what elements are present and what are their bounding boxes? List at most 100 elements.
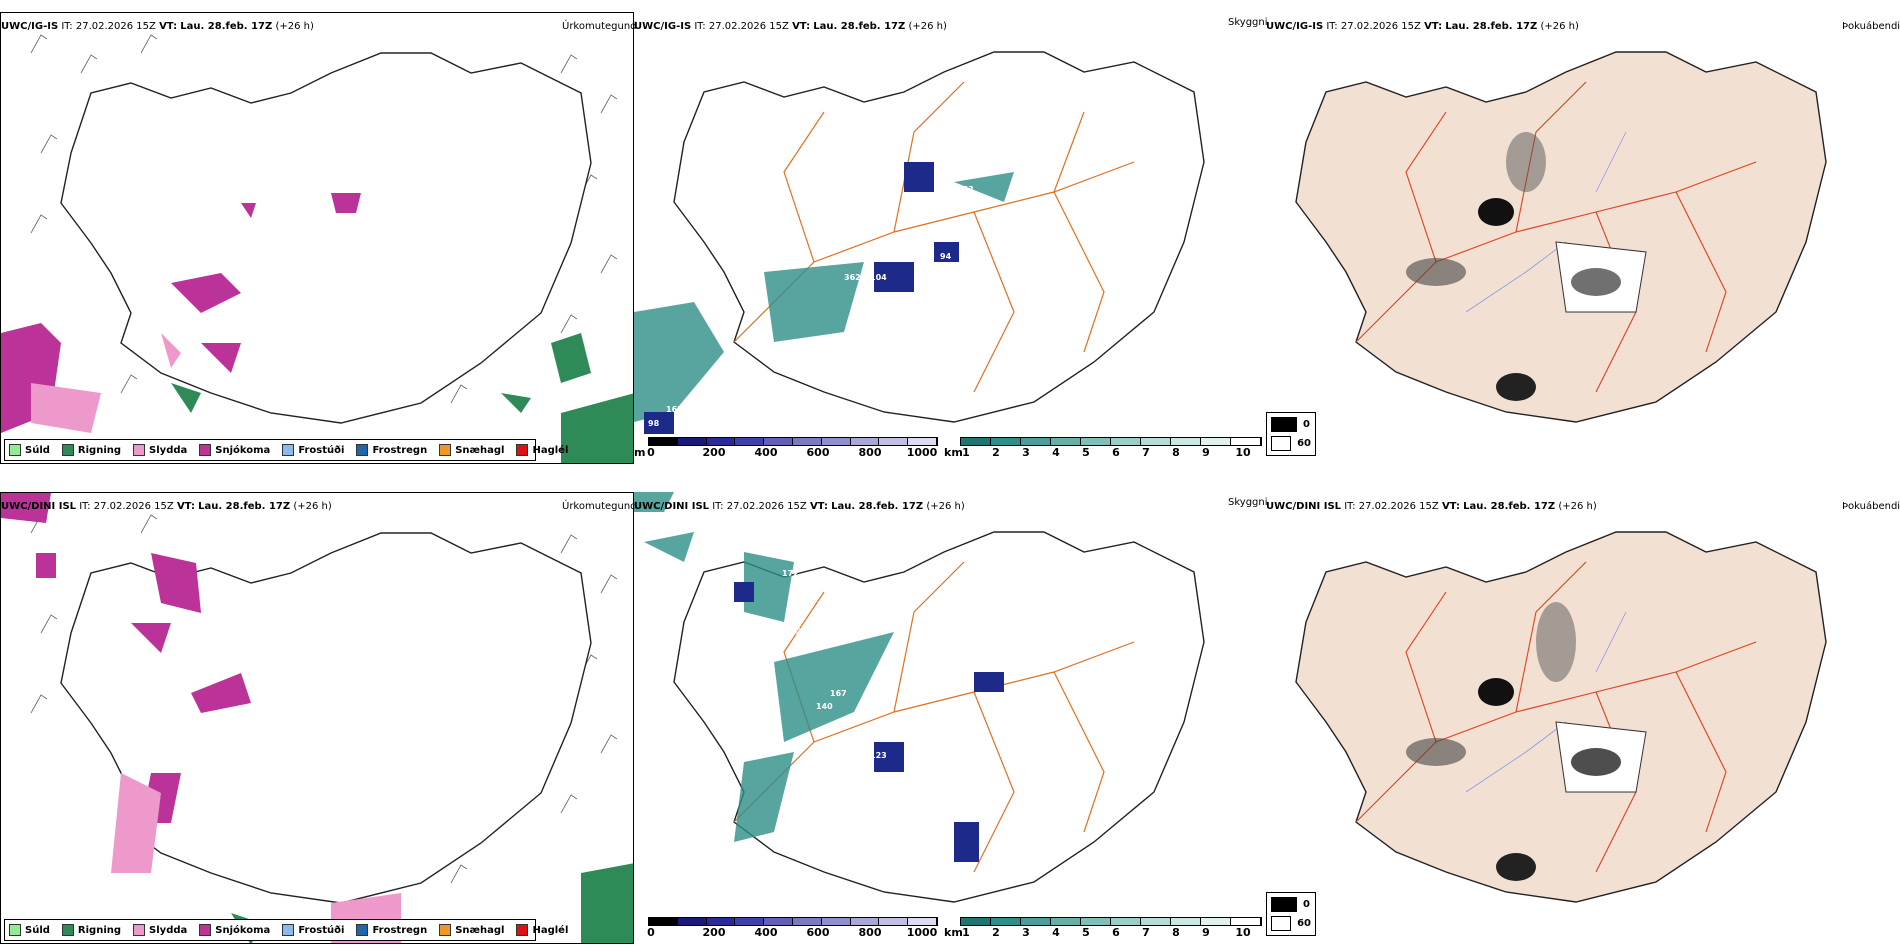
fog-panel-row1 bbox=[1266, 12, 1900, 464]
precip-type-panel-row1: Súld Rigning Slydda Snjókoma Frostúði Fr… bbox=[0, 12, 634, 464]
tick-label: 7 bbox=[1142, 446, 1150, 459]
legend-swatch bbox=[439, 444, 452, 456]
legend-label: Slydda bbox=[149, 444, 188, 456]
legend-label: Snæhagl bbox=[455, 924, 505, 936]
ceiling-label: 34 bbox=[806, 875, 818, 884]
fog-legend: 0 60 bbox=[1266, 412, 1316, 456]
legend-swatch bbox=[61, 924, 74, 936]
legend-item-frostudi: Frostúði bbox=[282, 444, 344, 456]
legend-swatch bbox=[282, 924, 295, 936]
tick-label: 2 bbox=[992, 926, 1000, 939]
legend-swatch bbox=[356, 924, 369, 936]
legend-swatch bbox=[199, 924, 212, 936]
cloud-ceiling-map: 24 153 94 362 104 80 385 71 98 163 bbox=[634, 51, 1205, 434]
visibility-colorbar-ticks: 1 2 3 4 5 6 7 8 9 10 bbox=[960, 446, 1262, 459]
ceiling-label: 123 bbox=[870, 751, 887, 760]
legend-swatch bbox=[516, 444, 529, 456]
fog-legend-item: 60 bbox=[1271, 436, 1311, 451]
legend-swatch bbox=[9, 444, 21, 456]
legend-label: Súld bbox=[25, 444, 50, 456]
panel-type-label: Þokuábendi bbox=[1842, 21, 1900, 32]
ceiling-label: 163 bbox=[666, 405, 683, 414]
tick-label: 200 bbox=[702, 926, 726, 939]
ceiling-label: 104 bbox=[870, 273, 887, 282]
legend-label: Frostúði bbox=[298, 444, 345, 456]
legend-label: Frostregn bbox=[372, 444, 428, 456]
legend-label: Snjókoma bbox=[215, 924, 271, 936]
legend-swatch bbox=[1271, 436, 1292, 451]
ceiling-colorbar-ticks: 0 200 400 600 800 1000 bbox=[647, 446, 938, 459]
tick-label: 200 bbox=[702, 446, 726, 459]
iceland-outline bbox=[1295, 51, 1827, 423]
tick-label: 1000 bbox=[906, 446, 938, 459]
fog-legend-item: 0 bbox=[1271, 417, 1311, 432]
precip-type-legend: Súld Rigning Slydda Snjókoma Frostúði Fr… bbox=[4, 439, 568, 461]
precip-sleet-areas bbox=[31, 333, 181, 433]
legend-swatch bbox=[133, 444, 146, 456]
legend-item-frostregn: Frostregn bbox=[356, 924, 427, 936]
fog-panel-row2 bbox=[1266, 492, 1900, 944]
visibility-colorbar-bar bbox=[960, 437, 1262, 446]
tick-label: 2 bbox=[992, 446, 1000, 459]
tick-label: 3 bbox=[1022, 446, 1030, 459]
legend-item-haglel: Haglél bbox=[516, 924, 568, 936]
precip-type-legend: Súld Rigning Slydda Snjókoma Frostúði Fr… bbox=[4, 919, 568, 941]
ceiling-colorbar-bar bbox=[648, 917, 938, 926]
panel-title-row2-precip: UWC/DINI ISL IT: 27.02.2026 15Z VT: Lau.… bbox=[1, 501, 332, 512]
tick-label: 10 bbox=[1235, 926, 1251, 939]
legend-item-rigning: Rigning bbox=[61, 924, 122, 936]
visibility-colorbar-bar bbox=[960, 917, 1262, 926]
legend-item-snjokoma: Snjókoma bbox=[199, 924, 270, 936]
ceiling-label: 125 bbox=[802, 769, 819, 778]
tick-label: 1 bbox=[962, 446, 970, 459]
legend-swatch bbox=[1271, 417, 1297, 432]
tick-label: 1000 bbox=[906, 926, 938, 939]
fog-areas bbox=[1406, 132, 1647, 401]
tick-label: 9 bbox=[1202, 446, 1210, 459]
precip-rain-areas bbox=[171, 333, 633, 463]
legend-swatch bbox=[1271, 897, 1297, 912]
fog-legend: 0 60 bbox=[1266, 892, 1316, 936]
tick-label: 9 bbox=[1202, 926, 1210, 939]
tick-label: 1 bbox=[962, 926, 970, 939]
visibility-areas bbox=[634, 172, 1014, 422]
ceiling-label: 100 bbox=[940, 729, 957, 738]
tick-label: 600 bbox=[806, 926, 830, 939]
legend-label: Frostregn bbox=[372, 924, 428, 936]
ceiling-colorbar: 0 200 400 600 800 1000 bbox=[647, 917, 938, 939]
visibility-colorbar: 1 2 3 4 5 6 7 8 9 10 bbox=[960, 437, 1262, 459]
tick-label: 800 bbox=[858, 926, 882, 939]
fog-map bbox=[1295, 531, 1827, 903]
ceiling-label: 94 bbox=[940, 252, 952, 261]
cloud-ceiling-map: 172 467 146 226 167 140 100 123 125 17 9… bbox=[634, 492, 1205, 903]
tick-label: 600 bbox=[806, 446, 830, 459]
legend-label: Rigning bbox=[77, 924, 122, 936]
panel-type-label: Þokuábendi bbox=[1842, 501, 1900, 512]
legend-label: Slydda bbox=[149, 924, 188, 936]
visibility-colorbar: 1 2 3 4 5 6 7 8 9 10 bbox=[960, 917, 1262, 939]
legend-label: Haglél bbox=[532, 444, 569, 456]
legend-label: 0 bbox=[1303, 899, 1310, 910]
ceiling-label: 385 bbox=[804, 345, 821, 354]
legend-label: Snæhagl bbox=[455, 444, 505, 456]
tick-label: 5 bbox=[1082, 926, 1090, 939]
tick-label: 8 bbox=[1172, 446, 1180, 459]
iceland-outline bbox=[60, 52, 592, 424]
legend-swatch bbox=[199, 444, 212, 456]
legend-swatch bbox=[133, 924, 146, 936]
legend-label: 60 bbox=[1297, 918, 1311, 929]
legend-label: Rigning bbox=[77, 444, 122, 456]
visibility-unit: km bbox=[944, 926, 963, 939]
iceland-outline bbox=[1295, 531, 1827, 903]
legend-item-frostudi: Frostúði bbox=[282, 924, 344, 936]
tick-label: 10 bbox=[1235, 446, 1251, 459]
ceiling-label: 146 bbox=[774, 627, 791, 636]
fog-map bbox=[1295, 51, 1827, 423]
panel-title-row2-ceiling: UWC/DINI ISL IT: 27.02.2026 15Z VT: Lau.… bbox=[634, 501, 965, 512]
visibility-areas bbox=[634, 492, 894, 842]
tick-label: 3 bbox=[1022, 926, 1030, 939]
ceiling-label: 24 bbox=[898, 148, 910, 157]
precip-type-map bbox=[1, 493, 633, 943]
legend-swatch bbox=[356, 444, 369, 456]
ceiling-unit: m bbox=[634, 446, 646, 459]
